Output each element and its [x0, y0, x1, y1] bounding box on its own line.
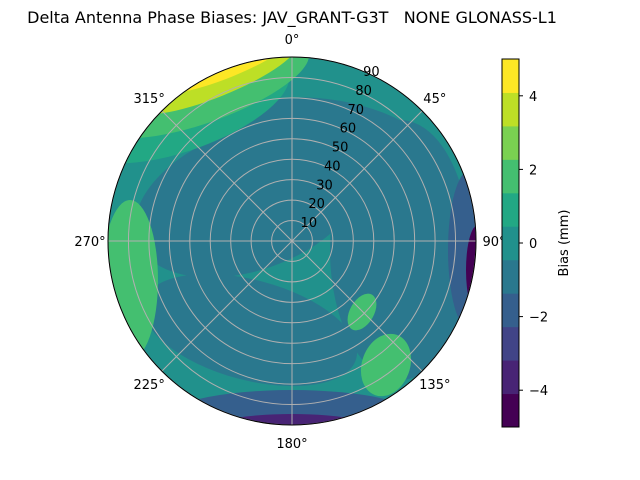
angular-gridline: [161, 240, 293, 372]
contour-region: [360, 333, 412, 397]
chart-title: Delta Antenna Phase Biases: JAV_GRANT-G3…: [27, 8, 557, 27]
colorbar-tick-label: 0: [529, 237, 537, 252]
colorbar-segment: [502, 293, 519, 328]
polar-frame: [107, 56, 477, 426]
colorbar-tick-label: 4: [529, 90, 537, 105]
radial-tick-label: 40: [324, 159, 341, 174]
colorbar-segment: [502, 59, 519, 93]
colorbar-segment: [502, 326, 519, 361]
radial-tick-label: 50: [332, 141, 349, 156]
colorbar-segment: [502, 226, 519, 261]
angular-tick-label: 225°: [134, 378, 165, 393]
colorbar-tick-label: −2: [529, 311, 548, 326]
angular-tick-label: 135°: [419, 378, 450, 393]
colorbar: −4 −2 0 2 4 Bias (mm): [501, 58, 572, 428]
angular-tick-label: 90°: [482, 235, 505, 250]
angular-tick-label: 45°: [423, 92, 446, 107]
contour-region: [142, 273, 358, 387]
colorbar-segment: [502, 159, 519, 194]
colorbar-tick-label: −4: [529, 384, 548, 399]
angular-tick-label: 0°: [285, 33, 300, 48]
radial-tick-labels: 10 20 30 40 50 60 70 80 90: [301, 65, 380, 231]
angular-gridline: [291, 240, 423, 372]
colorbar-segment: [502, 92, 519, 127]
angular-tick-label: 315°: [134, 92, 165, 107]
colorbar-segment: [502, 259, 519, 294]
colorbar-segment: [502, 360, 519, 395]
colorbar-tick-label: 2: [529, 163, 537, 178]
radial-tick-label: 80: [355, 84, 372, 99]
angular-gridline: [291, 110, 423, 242]
angular-tick-label: 180°: [276, 437, 307, 452]
radial-tick-label: 60: [340, 122, 357, 137]
angular-gridline: [161, 110, 293, 242]
colorbar-segment: [502, 393, 519, 428]
colorbar-label: Bias (mm): [557, 210, 572, 277]
colorbar-segment: [502, 125, 519, 160]
angular-tick-label: 270°: [74, 235, 105, 250]
radial-tick-label: 90: [363, 65, 380, 80]
colorbar-segment: [502, 192, 519, 227]
radial-tick-label: 30: [316, 178, 333, 193]
radial-tick-label: 10: [301, 216, 318, 231]
radial-tick-label: 70: [347, 103, 364, 118]
angular-tick-labels: 0° 45° 90° 135° 180° 225° 270° 315°: [74, 33, 505, 452]
radial-tick-label: 20: [308, 197, 325, 212]
polar-grid: [107, 56, 477, 426]
